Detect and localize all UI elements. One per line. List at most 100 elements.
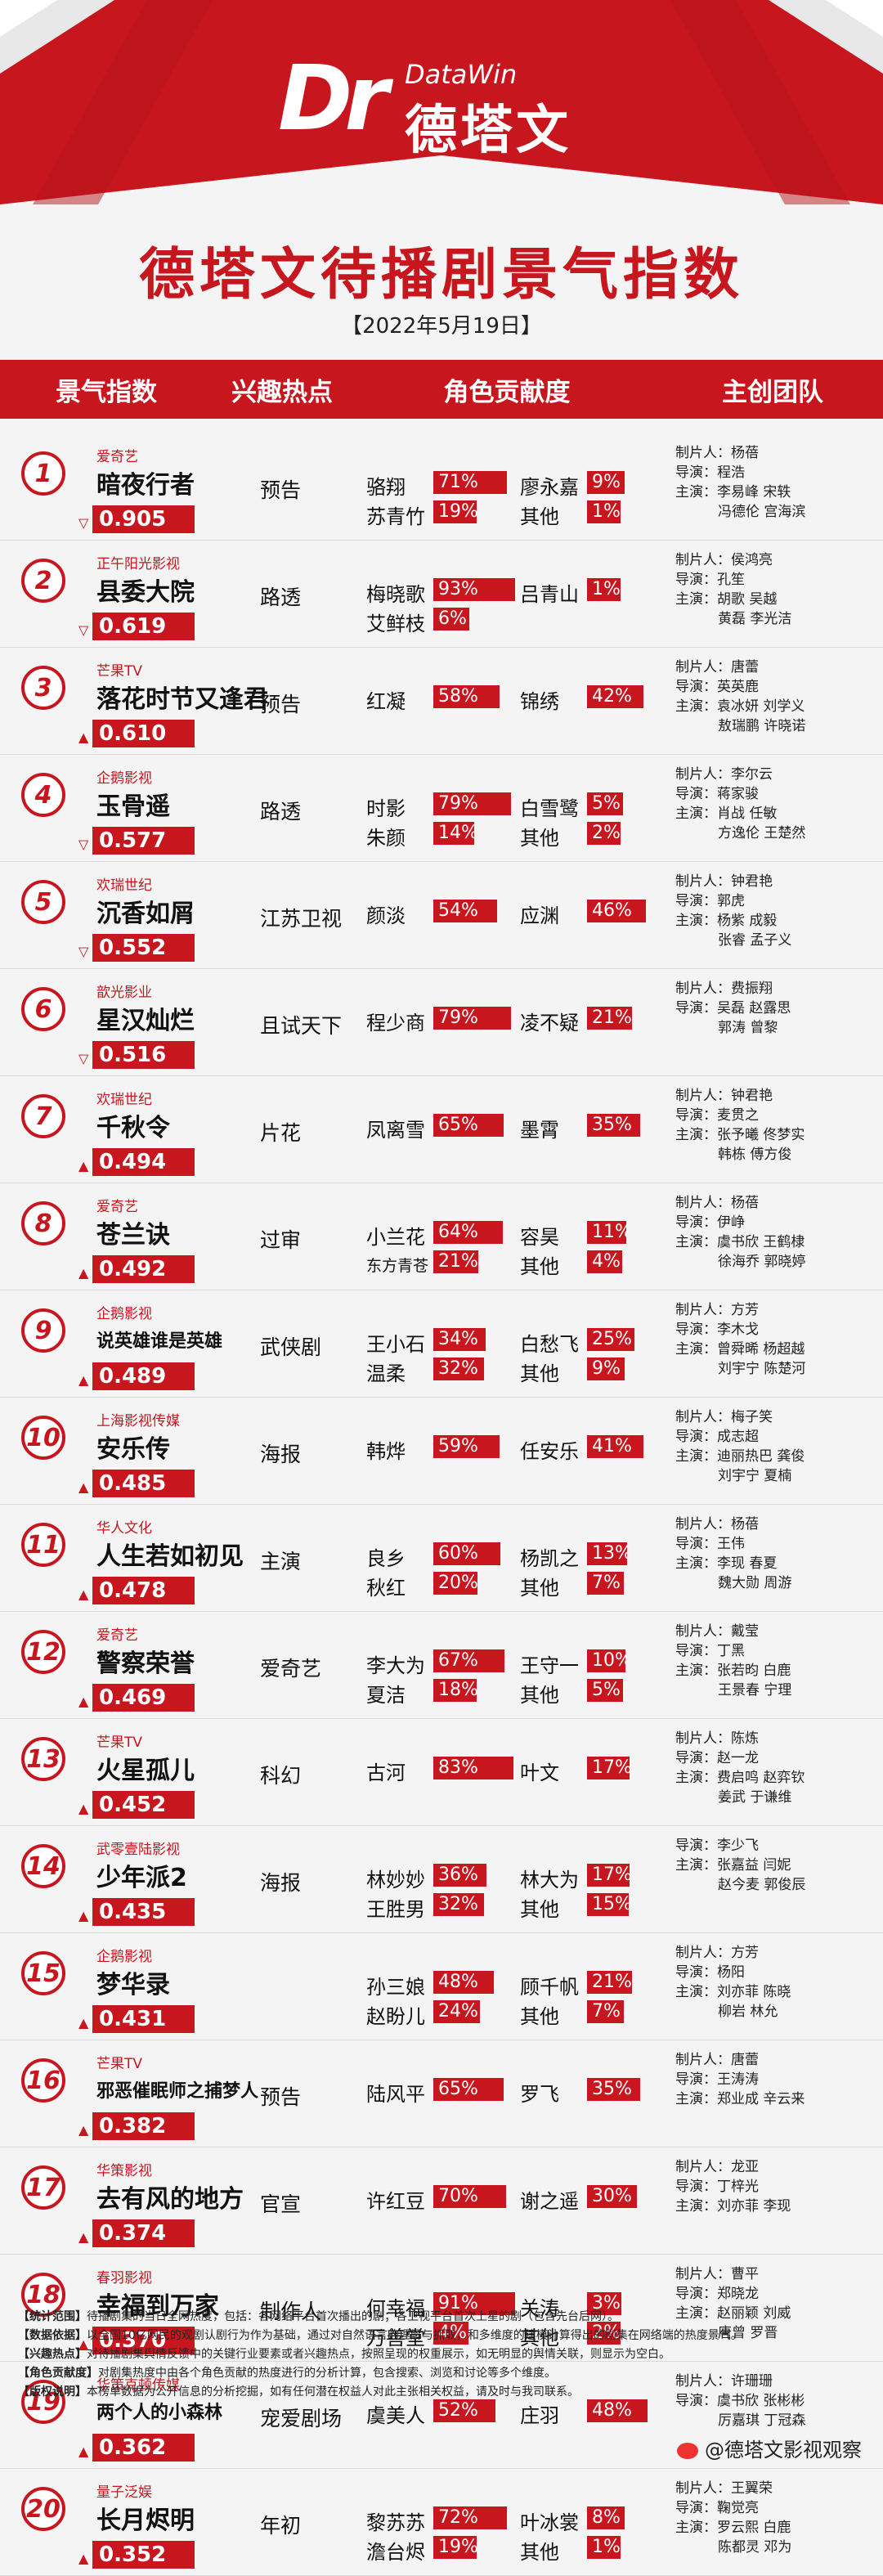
role-name: 其他 xyxy=(520,2327,559,2349)
team-label: 制片人： xyxy=(675,2159,731,2175)
team-names: 张睿 孟子义 xyxy=(718,932,792,949)
trend-up-icon: ▲ xyxy=(78,1372,89,1388)
rank-badge: 16 xyxy=(21,2058,65,2103)
team-label: 主演： xyxy=(675,2091,717,2107)
team-line: 导演：王涛涛 xyxy=(675,2070,883,2089)
logo-en: DataWin xyxy=(405,59,518,90)
note-key: 【角色贡献度】 xyxy=(18,2367,98,2380)
team-line: 主演：张若昀 白鹿 xyxy=(675,1661,883,1681)
role-name: 任安乐 xyxy=(520,1440,579,1463)
team-label: 制片人： xyxy=(675,2052,731,2068)
company-name: 企鹅影视 xyxy=(96,770,152,787)
score-value: 0.485 xyxy=(92,1470,195,1497)
team-line: 徐海乔 郭晓婷 xyxy=(675,1252,883,1272)
role-name: 小兰花 xyxy=(366,1226,425,1249)
drama-name: 沉香如屑 xyxy=(96,900,195,928)
interest-hotspot: 路透 xyxy=(260,586,302,609)
role-name: 朱颜 xyxy=(366,827,406,850)
team-line: 制片人：王翼荣 xyxy=(675,2479,883,2498)
score-value: 0.452 xyxy=(92,1791,195,1819)
team-line: 方逸伦 王楚然 xyxy=(675,824,883,843)
team-names: 刘亦菲 陈晓 xyxy=(717,1984,791,2000)
team-line: 黄磊 李光洁 xyxy=(675,609,883,629)
team-line: 主演：张予曦 佟梦实 xyxy=(675,1125,883,1145)
col-index: 景气指数 xyxy=(56,377,157,407)
team-label: 导演： xyxy=(675,679,717,695)
role-share-bar: 20% xyxy=(433,1572,477,1595)
team-line: 主演：赵丽颖 刘威 xyxy=(675,2304,883,2323)
team-label: 导演： xyxy=(675,2286,717,2302)
team-names: 迪丽热巴 龚俊 xyxy=(717,1448,805,1465)
team-names: 成志超 xyxy=(717,1429,759,1445)
company-name: 芒果TV xyxy=(96,2056,143,2072)
team-names: 郭涛 曾黎 xyxy=(718,1020,778,1036)
team-names: 王翼荣 xyxy=(731,2480,773,2497)
team-names: 方芳 xyxy=(731,1302,759,1318)
team-label: 导演： xyxy=(675,1429,717,1445)
team-names: 方芳 xyxy=(731,1945,759,1961)
rank-badge: 11 xyxy=(21,1523,65,1567)
role-name: 李大为 xyxy=(366,1654,425,1677)
drama-name: 县委大院 xyxy=(96,578,195,607)
role-share-bar: 17% xyxy=(587,1864,630,1887)
team-line: 主演：郑业成 辛云来 xyxy=(675,2089,883,2109)
role-share-bar: 9% xyxy=(587,1358,625,1380)
note-text: 本榜单数据为公开信息的分析挖掘，如有任何潜在权益人对此主张相关权益，请及时与我司… xyxy=(87,2385,579,2399)
team-label: 主演： xyxy=(675,2198,717,2215)
team-line: 导演：麦贯之 xyxy=(675,1106,883,1125)
team-names: 徐海乔 郭晓婷 xyxy=(718,1254,806,1270)
team-line: 制片人：唐蕾 xyxy=(675,657,883,677)
role-name: 夏洁 xyxy=(366,1684,406,1707)
team-label: 制片人： xyxy=(675,1945,731,1961)
role-share-bar: 4% xyxy=(587,1250,622,1273)
role-name: 其他 xyxy=(520,2005,559,2028)
logo: Dr DataWin 德塔文 xyxy=(278,49,621,161)
role-name: 叶文 xyxy=(520,1761,559,1784)
team-line: 主演：张嘉益 闫妮 xyxy=(675,1856,883,1875)
team-line: 制片人：侯鸿亮 xyxy=(675,550,883,570)
drama-name: 人生若如初见 xyxy=(96,1542,244,1571)
score-value: 0.435 xyxy=(92,1898,195,1926)
role-name: 林妙妙 xyxy=(366,1869,425,1892)
table-row: 6 ▽ 歆光影业 星汉灿烂 0.516 且试天下 程少商 79% 凌不疑 21% 制片人：费振翔 导演… xyxy=(0,969,883,1076)
team-label: 主演： xyxy=(675,1984,717,2000)
team-names: 唐曾 罗晋 xyxy=(718,2325,778,2341)
trend-up-icon: ▲ xyxy=(78,1158,89,1174)
role-name: 凌不疑 xyxy=(520,1012,579,1034)
role-name: 其他 xyxy=(520,1577,559,1600)
role-name: 何幸福 xyxy=(366,2297,425,2320)
company-name: 企鹅影视 xyxy=(96,1949,152,1965)
company-name: 上海影视传媒 xyxy=(96,1413,180,1429)
drama-name: 说英雄谁是英雄 xyxy=(96,1331,223,1352)
interest-hotspot: 主演 xyxy=(260,1550,302,1573)
drama-name: 去有风的地方 xyxy=(96,2185,244,2214)
role-share-bar: 46% xyxy=(587,900,646,922)
role-share-bar: 6% xyxy=(433,608,469,631)
drama-name: 星汉灿烂 xyxy=(96,1007,195,1035)
role-share-bar: 5% xyxy=(587,792,623,815)
team-line: 导演：鞠觉亮 xyxy=(675,2498,883,2518)
team-names: 郑业成 辛云来 xyxy=(717,2091,805,2107)
role-name: 廖永嘉 xyxy=(520,476,579,499)
score-value: 0.382 xyxy=(92,2112,195,2140)
team-line: 导演：虞书欣 张彬彬 xyxy=(675,2391,883,2411)
team-names: 李易峰 宋轶 xyxy=(717,484,791,500)
score-value: 0.489 xyxy=(92,1362,195,1390)
rank-badge: 15 xyxy=(21,1951,65,1995)
creative-team: 制片人：杨蓓 导演：程浩 主演：李易峰 宋轶 冯德伦 宫海滨 xyxy=(675,443,883,522)
trend-up-icon: ▲ xyxy=(78,1694,89,1709)
company-name: 春羽影视 xyxy=(96,2270,152,2287)
score-value: 0.478 xyxy=(92,1577,195,1604)
role-share-bar: 7% xyxy=(587,2000,624,2023)
rank-badge: 14 xyxy=(21,1844,65,1888)
team-line: 导演：王伟 xyxy=(675,1534,883,1554)
team-label: 主演： xyxy=(675,1555,717,1572)
team-names: 曹平 xyxy=(731,2266,759,2282)
team-label: 制片人： xyxy=(675,1516,731,1533)
role-name: 古河 xyxy=(366,1761,406,1784)
rank-badge: 8 xyxy=(21,1201,65,1245)
company-name: 华策影视 xyxy=(96,2163,152,2179)
team-names: 伊峥 xyxy=(717,1214,745,1231)
